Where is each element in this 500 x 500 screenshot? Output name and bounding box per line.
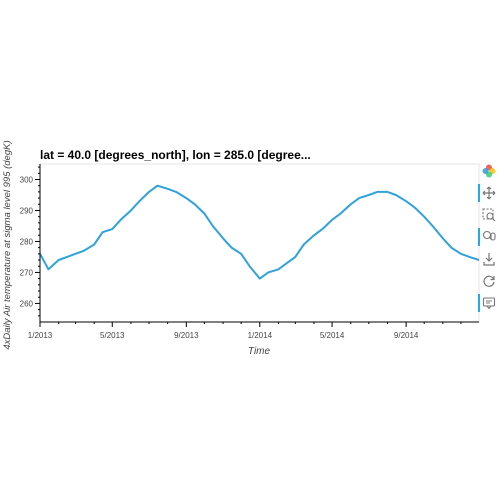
x-axis: 1/2013 5/2013 9/2013 1/2014 5/2014 9/2014 (28, 321, 479, 340)
plot-frame (39, 163, 480, 323)
x-tick-label: 9/2013 (174, 331, 199, 340)
hover-tool-button[interactable] (478, 294, 500, 312)
y-tick-label: 260 (20, 299, 34, 308)
y-tick-label: 290 (20, 206, 34, 215)
save-tool-button[interactable] (478, 250, 500, 268)
wheel-zoom-tool-button[interactable] (478, 228, 500, 246)
reset-tool-button[interactable] (478, 272, 500, 290)
pan-icon (482, 186, 496, 200)
x-ticks: 1/2013 5/2013 9/2013 1/2014 5/2014 9/2014 (28, 322, 462, 340)
series-line (39, 184, 480, 280)
y-axis-label: 4xDaily Air temperature at sigma level 9… (2, 140, 13, 349)
chart-title: lat = 40.0 [degrees_north], lon = 285.0 … (40, 148, 311, 162)
box-zoom-tool-button[interactable] (478, 206, 500, 224)
series-layer (39, 184, 480, 280)
bokeh-logo-button[interactable] (478, 162, 500, 180)
y-tick-label: 300 (20, 175, 34, 184)
x-tick-label: 1/2014 (248, 331, 273, 340)
hover-icon (482, 297, 496, 310)
box-zoom-icon (482, 208, 496, 222)
wheel-zoom-icon (482, 230, 496, 241)
save-icon (483, 253, 495, 266)
plot-area[interactable] (39, 163, 480, 323)
y-axis: 260 270 280 290 300 (20, 164, 41, 322)
y-tick-label: 270 (20, 268, 34, 277)
x-tick-label: 5/2014 (320, 331, 345, 340)
pan-tool-button[interactable] (478, 184, 500, 202)
x-axis-label: Time (248, 346, 271, 357)
bokeh-logo-icon (482, 164, 496, 178)
reset-icon (483, 275, 495, 287)
chart-toolbar (478, 160, 500, 312)
y-ticks: 260 270 280 290 300 (20, 166, 40, 317)
x-tick-label: 5/2013 (100, 331, 125, 340)
x-tick-label: 1/2013 (28, 331, 53, 340)
x-tick-label: 9/2014 (394, 331, 419, 340)
y-tick-label: 280 (20, 237, 34, 246)
